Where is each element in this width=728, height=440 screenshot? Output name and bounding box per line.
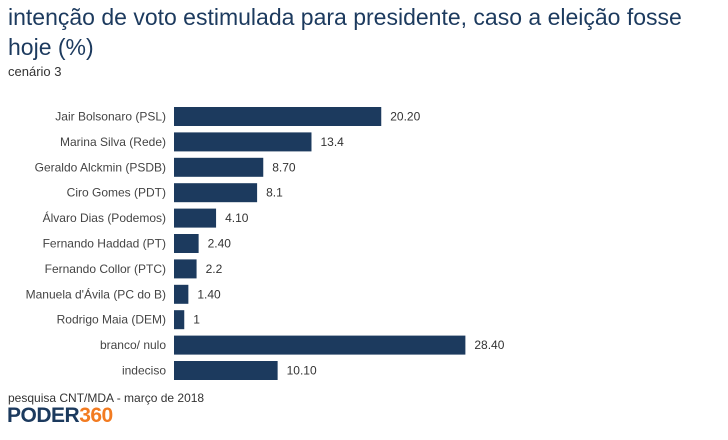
bar [174, 132, 312, 152]
value-label: 28.40 [474, 338, 504, 352]
bar [174, 259, 197, 279]
bar [174, 310, 185, 330]
category-label: Rodrigo Maia (DEM) [57, 313, 166, 327]
bar [174, 157, 264, 177]
bar [174, 208, 217, 228]
bar [174, 183, 258, 203]
category-label: Geraldo Alckmin (PSDB) [35, 160, 166, 174]
chart-subtitle: cenário 3 [8, 64, 62, 79]
category-label: indeciso [122, 364, 166, 378]
value-label: 2.40 [208, 237, 232, 251]
value-label: 20.20 [390, 110, 420, 124]
chart-title: intenção de voto estimulada para preside… [8, 4, 682, 60]
bar-chart: Jair Bolsonaro (PSL) 20.20 Marina Silva (R… [26, 107, 505, 380]
category-label: Fernando Haddad (PT) [43, 237, 166, 251]
source-note: pesquisa CNT/MDA - março de 2018 [8, 391, 205, 405]
value-label: 10.10 [287, 364, 317, 378]
bar [174, 284, 189, 304]
bar [174, 234, 199, 253]
bar [174, 107, 382, 126]
value-label: 4.10 [225, 211, 249, 225]
bar [174, 335, 466, 355]
value-label: 1.40 [197, 287, 221, 301]
value-label: 2.2 [206, 262, 223, 276]
category-label: Álvaro Dias (Podemos) [43, 210, 166, 225]
value-label: 8.1 [266, 186, 283, 200]
poder360-logo: PODER360 [7, 404, 113, 428]
category-label: Ciro Gomes (PDT) [67, 186, 166, 200]
logo-text-360: 360 [79, 404, 113, 427]
category-label: branco/ nulo [100, 338, 166, 352]
category-label: Jair Bolsonaro (PSL) [55, 110, 166, 124]
category-label: Marina Silva (Rede) [60, 135, 166, 149]
logo-text-poder: PODER [7, 404, 80, 427]
category-label: Fernando Collor (PTC) [45, 262, 166, 276]
value-label: 8.70 [272, 160, 296, 174]
bar [174, 361, 278, 380]
value-label: 1 [193, 313, 200, 327]
category-label: Manuela d'Ávila (PC do B) [26, 286, 166, 301]
value-label: 13.4 [320, 135, 344, 149]
